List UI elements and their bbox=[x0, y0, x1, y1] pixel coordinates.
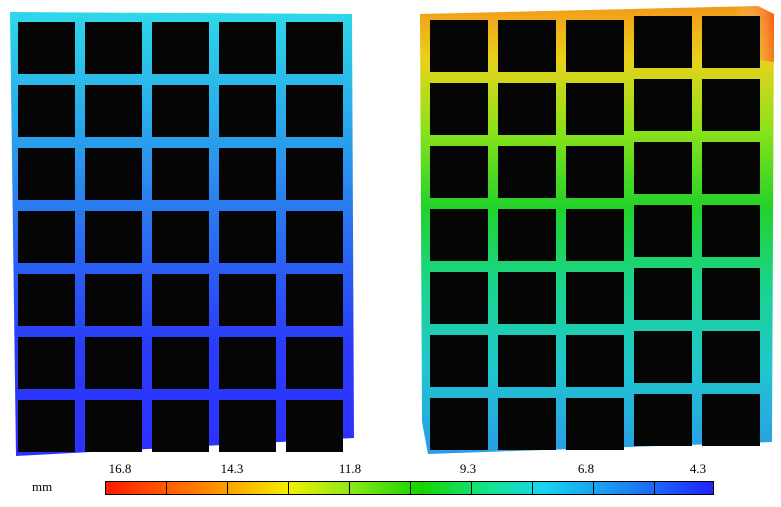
grid-cell bbox=[430, 335, 488, 387]
grid-cell bbox=[634, 205, 692, 257]
grid-cell bbox=[85, 22, 142, 74]
grid-cell bbox=[430, 209, 488, 261]
grid-cell bbox=[152, 274, 209, 326]
grid-cell bbox=[18, 85, 75, 137]
grid-cell bbox=[498, 83, 556, 135]
grid-cell bbox=[702, 16, 760, 68]
colorbar-divider bbox=[227, 482, 228, 494]
grid-cell bbox=[566, 20, 624, 72]
grid-cell bbox=[498, 398, 556, 450]
grid-cell bbox=[430, 146, 488, 198]
colorbar-divider bbox=[654, 482, 655, 494]
grid-cell bbox=[219, 274, 276, 326]
grid-cell bbox=[85, 337, 142, 389]
colorbar-tick-label: 11.8 bbox=[338, 461, 362, 476]
grid-cell bbox=[430, 272, 488, 324]
unit-label: mm bbox=[32, 479, 53, 494]
grid-cell bbox=[18, 22, 75, 74]
grid-cell bbox=[634, 79, 692, 131]
grid-cell bbox=[85, 85, 142, 137]
grid-cell bbox=[566, 272, 624, 324]
grid-cell bbox=[702, 205, 760, 257]
grid-cell bbox=[219, 211, 276, 263]
grid-cell bbox=[152, 148, 209, 200]
grid-cell bbox=[634, 268, 692, 320]
grid-cell bbox=[702, 79, 760, 131]
grid-cell bbox=[152, 211, 209, 263]
grid-cell bbox=[430, 20, 488, 72]
grid-cell bbox=[566, 146, 624, 198]
colorbar-divider bbox=[349, 482, 350, 494]
grid-cell bbox=[634, 16, 692, 68]
grid-cell bbox=[702, 394, 760, 446]
colorbar-tick-label: 14.3 bbox=[220, 461, 244, 476]
grid-cell bbox=[634, 142, 692, 194]
colorbar-tick-label: 9.3 bbox=[459, 461, 477, 476]
grid-cell bbox=[85, 211, 142, 263]
grid-cell bbox=[566, 83, 624, 135]
color-scale-bar bbox=[105, 481, 714, 495]
grid-cell bbox=[219, 337, 276, 389]
grid-cell bbox=[85, 274, 142, 326]
grid-cell bbox=[430, 398, 488, 450]
colorbar-tick-label: 4.3 bbox=[689, 461, 707, 476]
grid-cell bbox=[566, 335, 624, 387]
grid-cell bbox=[430, 83, 488, 135]
grid-cell bbox=[498, 335, 556, 387]
grid-cell bbox=[634, 394, 692, 446]
colorbar-divider bbox=[288, 482, 289, 494]
grid-cell bbox=[18, 211, 75, 263]
grid-cell bbox=[219, 148, 276, 200]
colorbar-divider bbox=[593, 482, 594, 494]
grid-cell bbox=[85, 400, 142, 452]
grid-cell bbox=[634, 331, 692, 383]
grid-cell bbox=[286, 85, 343, 137]
grid-cell bbox=[286, 337, 343, 389]
grid-cell bbox=[18, 400, 75, 452]
grid-cell bbox=[18, 337, 75, 389]
grid-cell bbox=[219, 22, 276, 74]
grid-cell bbox=[702, 331, 760, 383]
grid-cell bbox=[18, 274, 75, 326]
grid-cell bbox=[152, 400, 209, 452]
grid-cell bbox=[286, 211, 343, 263]
grid-cell bbox=[498, 272, 556, 324]
grid-cell bbox=[286, 22, 343, 74]
grid-cell bbox=[152, 85, 209, 137]
grid-cell bbox=[566, 398, 624, 450]
left-grid-image bbox=[10, 12, 354, 456]
grid-cell bbox=[498, 209, 556, 261]
grid-cell bbox=[286, 274, 343, 326]
grid-cell bbox=[286, 148, 343, 200]
colorbar-divider bbox=[532, 482, 533, 494]
right-grid-panel bbox=[418, 2, 776, 454]
grid-cell bbox=[286, 400, 343, 452]
colorbar-tick-label: 6.8 bbox=[577, 461, 595, 476]
right-grid-image bbox=[420, 6, 774, 454]
colorbar-divider bbox=[410, 482, 411, 494]
colorbar-divider bbox=[471, 482, 472, 494]
grid-cell bbox=[566, 209, 624, 261]
grid-cell bbox=[85, 148, 142, 200]
colorbar-tick-label: 16.8 bbox=[108, 461, 132, 476]
grid-cell bbox=[152, 22, 209, 74]
grid-cell bbox=[702, 268, 760, 320]
grid-cell bbox=[498, 20, 556, 72]
left-grid-panel bbox=[6, 12, 354, 456]
colorbar-divider bbox=[166, 482, 167, 494]
grid-cell bbox=[702, 142, 760, 194]
grid-cell bbox=[152, 337, 209, 389]
grid-cell bbox=[18, 148, 75, 200]
grid-cell bbox=[498, 146, 556, 198]
grid-cell bbox=[219, 85, 276, 137]
grid-cell bbox=[219, 400, 276, 452]
